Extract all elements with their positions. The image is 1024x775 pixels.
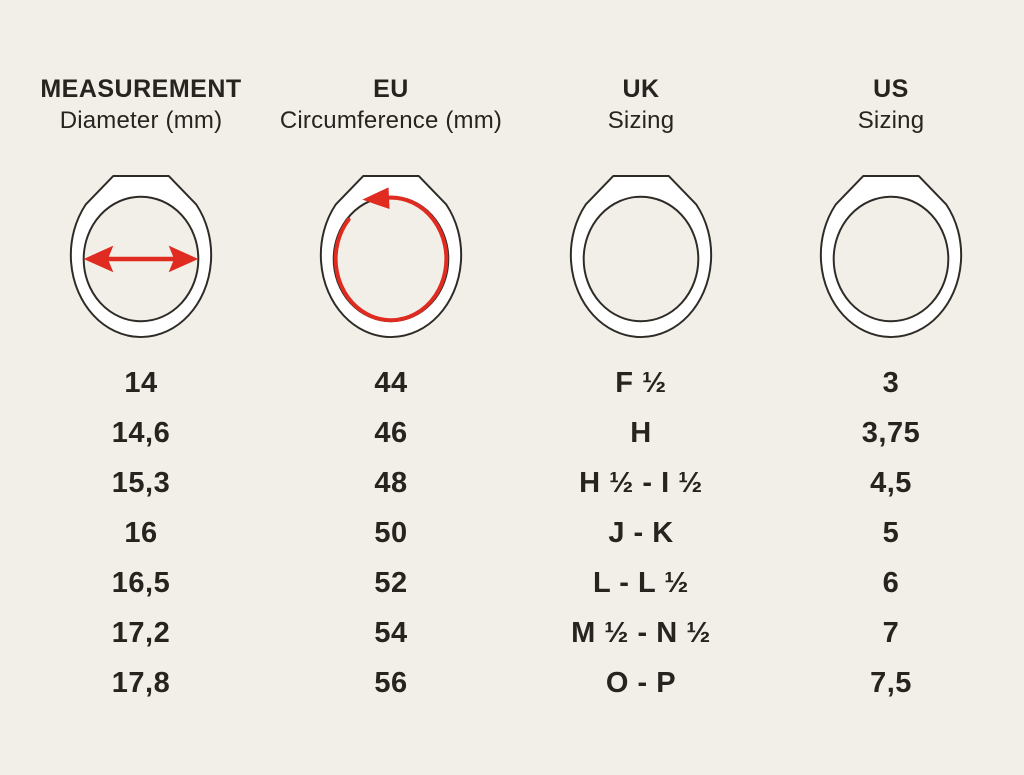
size-value: 14 bbox=[124, 366, 158, 399]
size-value: 44 bbox=[374, 366, 408, 399]
ring-diameter-icon bbox=[65, 172, 217, 340]
size-value: 48 bbox=[374, 466, 408, 499]
size-value: M ½ - N ½ bbox=[571, 616, 711, 649]
size-value: H ½ - I ½ bbox=[579, 466, 703, 499]
header-title: EU bbox=[373, 75, 409, 103]
size-value: 17,2 bbox=[111, 616, 171, 649]
size-value: O - P bbox=[605, 666, 677, 699]
size-value: 15,3 bbox=[111, 466, 171, 499]
size-value: J - K bbox=[608, 516, 674, 549]
size-value: 3,75 bbox=[861, 416, 921, 449]
column-header: MEASUREMENT Diameter (mm) bbox=[40, 74, 241, 136]
chart-grid: MEASUREMENT Diameter (mm) 14 14,6 15,3 1… bbox=[16, 74, 1016, 708]
header-title: UK bbox=[622, 75, 660, 103]
column-header: UK Sizing bbox=[608, 74, 675, 136]
column-eu: EU Circumference (mm) 44 46 48 50 52 54 … bbox=[266, 74, 516, 708]
size-value: 16,5 bbox=[111, 566, 171, 599]
column-values: 14 14,6 15,3 16 16,5 17,2 17,8 bbox=[16, 358, 266, 708]
column-header: US Sizing bbox=[858, 74, 925, 136]
size-value: 4,5 bbox=[870, 466, 912, 499]
column-uk: UK Sizing F ½ H H ½ - I ½ J - K L - L ½ … bbox=[516, 74, 766, 708]
size-value: 3 bbox=[882, 366, 900, 399]
size-value: 50 bbox=[374, 516, 408, 549]
size-value: 6 bbox=[882, 566, 900, 599]
size-value: 7 bbox=[882, 616, 900, 649]
size-value: 16 bbox=[124, 516, 158, 549]
column-values: 44 46 48 50 52 54 56 bbox=[266, 358, 516, 708]
header-title: MEASUREMENT bbox=[40, 75, 242, 103]
size-value: 54 bbox=[374, 616, 408, 649]
column-us: US Sizing 3 3,75 4,5 5 6 7 7,5 bbox=[766, 74, 1016, 708]
column-values: 3 3,75 4,5 5 6 7 7,5 bbox=[766, 358, 1016, 708]
size-value: 17,8 bbox=[111, 666, 171, 699]
size-value: 52 bbox=[374, 566, 408, 599]
header-subtitle: Sizing bbox=[607, 107, 675, 134]
size-value: F ½ bbox=[615, 366, 667, 399]
header-title: US bbox=[873, 75, 909, 103]
column-values: F ½ H H ½ - I ½ J - K L - L ½ M ½ - N ½ … bbox=[516, 358, 766, 708]
column-header: EU Circumference (mm) bbox=[280, 74, 502, 136]
ring-circumference-icon bbox=[315, 172, 467, 340]
size-value: 14,6 bbox=[111, 416, 171, 449]
size-value: H bbox=[630, 416, 652, 449]
size-value: 7,5 bbox=[870, 666, 912, 699]
size-value: 5 bbox=[882, 516, 900, 549]
ring-icon bbox=[565, 172, 717, 340]
size-value: 46 bbox=[374, 416, 408, 449]
header-subtitle: Sizing bbox=[857, 107, 925, 134]
size-value: L - L ½ bbox=[593, 566, 689, 599]
header-subtitle: Circumference (mm) bbox=[279, 107, 503, 134]
size-value: 56 bbox=[374, 666, 408, 699]
header-subtitle: Diameter (mm) bbox=[59, 107, 223, 134]
ring-icon bbox=[815, 172, 967, 340]
column-measurement: MEASUREMENT Diameter (mm) 14 14,6 15,3 1… bbox=[16, 74, 266, 708]
